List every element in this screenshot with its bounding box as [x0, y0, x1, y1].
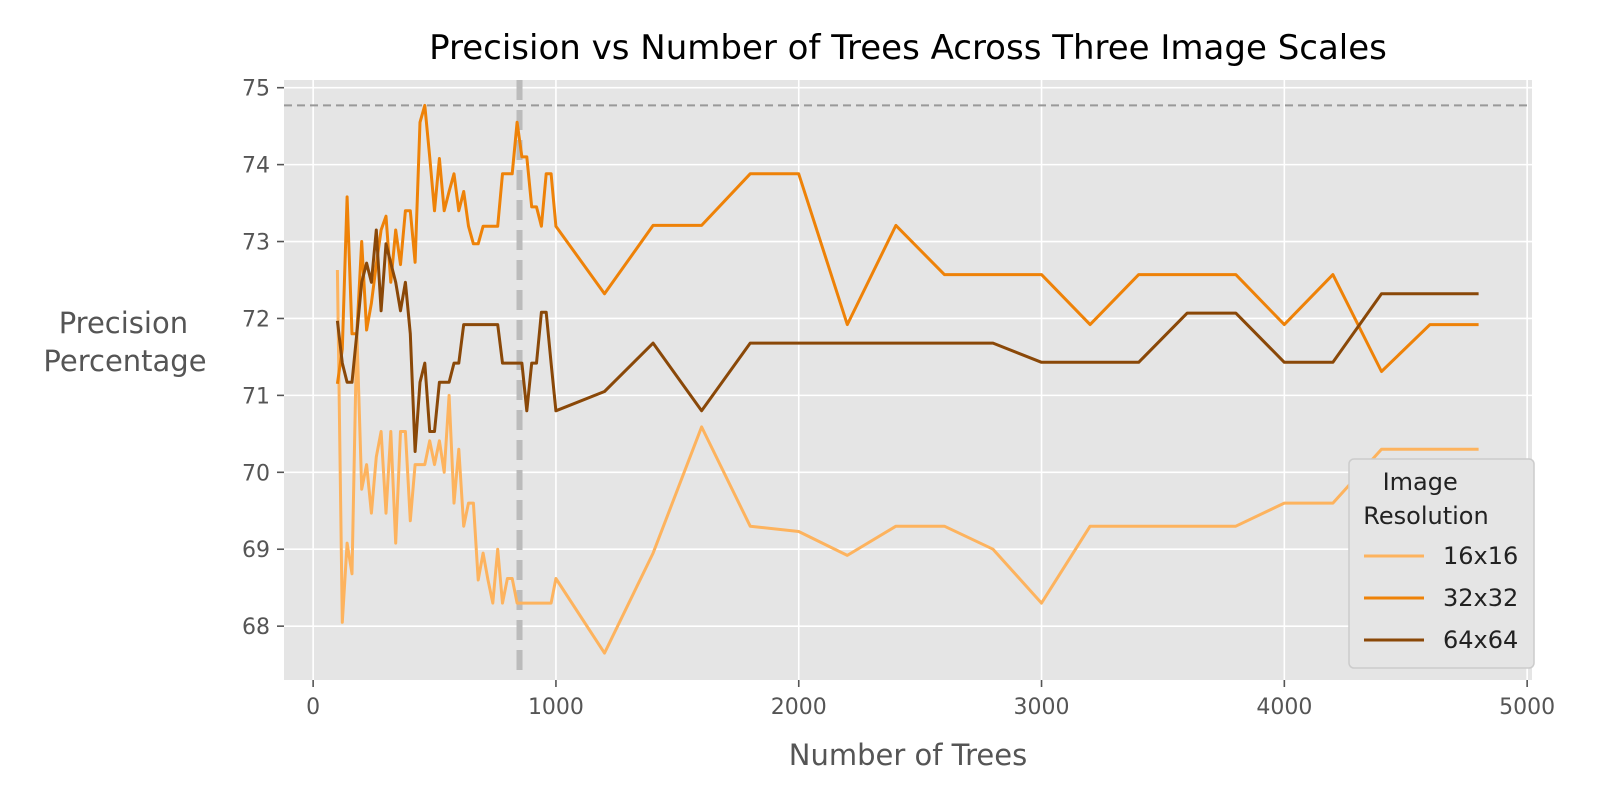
chart-title: Precision vs Number of Trees Across Thre… [429, 28, 1387, 68]
x-tick-label: 0 [306, 695, 320, 720]
x-tick-label: 2000 [771, 695, 827, 720]
series-line-16x16 [335, 269, 1479, 655]
legend-label-64x64: 64x64 [1443, 626, 1518, 654]
y-axis-title-line-1: Precision [59, 306, 188, 340]
x-axis-title: Number of Trees [789, 738, 1027, 772]
y-axis-title-line-2: Percentage [43, 344, 206, 378]
x-tick-label: 5000 [1499, 695, 1555, 720]
legend-title-line-1: Image [1383, 468, 1458, 496]
x-tick-label: 3000 [1014, 695, 1070, 720]
series-line-64x64 [335, 228, 1479, 453]
x-tick-label: 4000 [1256, 695, 1312, 720]
legend-label-16x16: 16x16 [1443, 542, 1518, 570]
y-axis-ticks: 68 69 70 71 72 73 74 75 [242, 77, 284, 640]
x-tick-label: 1000 [528, 695, 584, 720]
y-tick-label: 72 [242, 307, 270, 332]
plot-area [284, 80, 1532, 680]
grid-lines [284, 80, 1532, 680]
y-tick-label: 75 [242, 77, 270, 102]
legend-title-line-2: Resolution [1363, 502, 1488, 530]
y-tick-label: 69 [242, 538, 270, 563]
y-axis-title: Precision Percentage [43, 306, 206, 378]
y-tick-label: 74 [242, 154, 270, 179]
legend-entries: 16x16 32x32 64x64 [1364, 542, 1518, 654]
legend-title: Image Resolution [1363, 468, 1488, 530]
legend-box [1348, 458, 1535, 669]
y-tick-label: 71 [242, 384, 270, 409]
y-tick-label: 68 [242, 615, 270, 640]
y-tick-label: 73 [242, 231, 270, 256]
reference-lines [284, 80, 1532, 680]
x-axis-ticks: 0 1000 2000 3000 4000 5000 [306, 680, 1555, 720]
series-lines [335, 103, 1479, 655]
legend: Image Resolution 16x16 32x32 64x64 [1348, 458, 1535, 669]
y-tick-label: 70 [242, 461, 270, 486]
legend-label-32x32: 32x32 [1443, 584, 1518, 612]
